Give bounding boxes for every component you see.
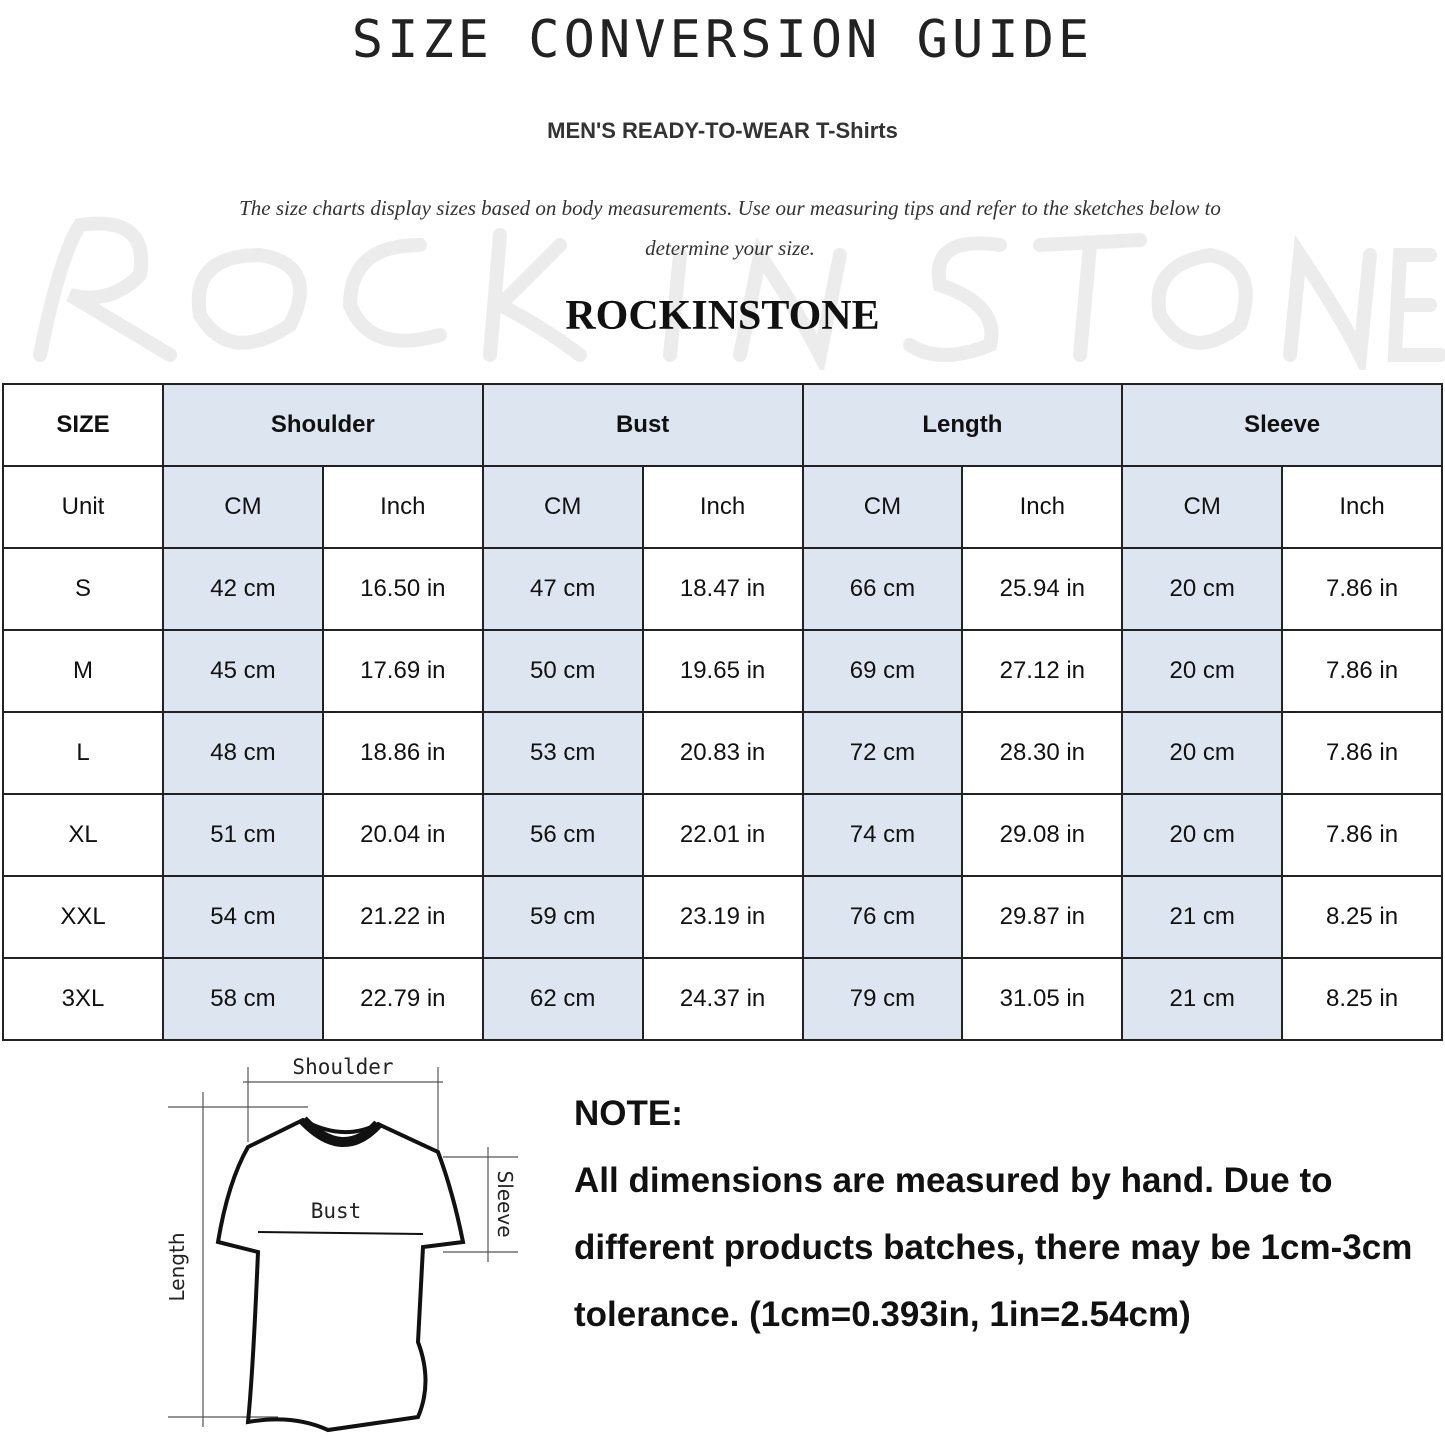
subtitle: MEN'S READY-TO-WEAR T-Shirts bbox=[547, 118, 898, 143]
value-cell: 8.25 in bbox=[1281, 957, 1443, 1041]
table-row: XXL 54 cm 21.22 in 59 cm 23.19 in 76 cm 29.87 … bbox=[2, 875, 1443, 959]
group-header-bust: Bust bbox=[481, 383, 804, 467]
size-cell: XXL bbox=[2, 875, 164, 959]
unit-header: Inch bbox=[641, 465, 804, 549]
value-cell: 8.25 in bbox=[1281, 875, 1443, 959]
diagram-label-length: Length bbox=[165, 1233, 189, 1302]
size-cell: XL bbox=[2, 793, 164, 877]
size-cell: 3XL bbox=[2, 957, 164, 1041]
value-cell: 7.86 in bbox=[1281, 629, 1443, 713]
unit-row: Unit CM Inch CM Inch CM Inch CM Inch bbox=[2, 465, 1443, 549]
page-title: SIZE CONVERSION GUIDE bbox=[351, 10, 1094, 70]
size-table: SIZE Shoulder Bust Length Sleeve Unit CM Inch CM… bbox=[2, 383, 1443, 1041]
diagram-label-shoulder: Shoulder bbox=[292, 1055, 393, 1079]
note-heading: NOTE: bbox=[574, 1094, 683, 1133]
value-cell: 21 cm bbox=[1121, 875, 1284, 959]
unit-header: CM bbox=[481, 465, 644, 549]
group-header-shoulder: Shoulder bbox=[162, 383, 484, 467]
value-cell: 7.86 in bbox=[1281, 793, 1443, 877]
value-cell: 29.08 in bbox=[961, 793, 1124, 877]
size-cell: M bbox=[2, 629, 164, 713]
brand-name: ROCKINSTONE bbox=[565, 293, 880, 339]
value-cell: 22.01 in bbox=[641, 793, 804, 877]
table-row: M 45 cm 17.69 in 50 cm 19.65 in 69 cm 27.12 in… bbox=[2, 629, 1443, 713]
value-cell: 20 cm bbox=[1121, 629, 1284, 713]
diagram-label-sleeve: Sleeve bbox=[493, 1170, 517, 1237]
tshirt-outline bbox=[215, 1116, 466, 1433]
value-cell: 20.83 in bbox=[641, 711, 804, 795]
value-cell: 72 cm bbox=[801, 711, 964, 795]
measure-lines bbox=[168, 1067, 518, 1427]
value-cell: 21 cm bbox=[1121, 957, 1284, 1041]
value-cell: 20.04 in bbox=[321, 793, 484, 877]
value-cell: 20 cm bbox=[1121, 711, 1284, 795]
value-cell: 31.05 in bbox=[961, 957, 1124, 1041]
value-cell: 69 cm bbox=[801, 629, 964, 713]
value-cell: 48 cm bbox=[162, 711, 324, 795]
value-cell: 29.87 in bbox=[961, 875, 1124, 959]
table-row: XL 51 cm 20.04 in 56 cm 22.01 in 74 cm 29.08 i… bbox=[2, 793, 1443, 877]
note: NOTE: All dimensions are measured by han… bbox=[574, 1080, 1434, 1348]
size-cell: S bbox=[2, 547, 164, 631]
unit-header: Inch bbox=[1281, 465, 1443, 549]
value-cell: 23.19 in bbox=[641, 875, 804, 959]
value-cell: 62 cm bbox=[481, 957, 644, 1041]
value-cell: 47 cm bbox=[481, 547, 644, 631]
size-cell: L bbox=[2, 711, 164, 795]
value-cell: 79 cm bbox=[801, 957, 964, 1041]
unit-header: Inch bbox=[321, 465, 484, 549]
group-header-sleeve: Sleeve bbox=[1121, 383, 1443, 467]
unit-label: Unit bbox=[2, 465, 164, 549]
header-row: SIZE Shoulder Bust Length Sleeve bbox=[2, 383, 1443, 467]
value-cell: 54 cm bbox=[162, 875, 324, 959]
value-cell: 45 cm bbox=[162, 629, 324, 713]
value-cell: 50 cm bbox=[481, 629, 644, 713]
unit-header: CM bbox=[162, 465, 324, 549]
table-row: L 48 cm 18.86 in 53 cm 20.83 in 72 cm 28.30 in… bbox=[2, 711, 1443, 795]
value-cell: 56 cm bbox=[481, 793, 644, 877]
tshirt-measurement-diagram: Shoulder Bust Length Sleeve bbox=[165, 1055, 518, 1433]
value-cell: 21.22 in bbox=[321, 875, 484, 959]
value-cell: 66 cm bbox=[801, 547, 964, 631]
value-cell: 19.65 in bbox=[641, 629, 804, 713]
value-cell: 27.12 in bbox=[961, 629, 1124, 713]
table-row: 3XL 58 cm 22.79 in 62 cm 24.37 in 79 cm 31.05 … bbox=[2, 957, 1443, 1041]
value-cell: 24.37 in bbox=[641, 957, 804, 1041]
group-header-length: Length bbox=[801, 383, 1124, 467]
value-cell: 20 cm bbox=[1121, 547, 1284, 631]
value-cell: 22.79 in bbox=[321, 957, 484, 1041]
description: The size charts display sizes based on b… bbox=[239, 196, 1221, 260]
diagram-label-bust: Bust bbox=[311, 1199, 362, 1223]
value-cell: 16.50 in bbox=[321, 547, 484, 631]
value-cell: 7.86 in bbox=[1281, 547, 1443, 631]
unit-header: CM bbox=[1121, 465, 1284, 549]
unit-header: Inch bbox=[961, 465, 1124, 549]
value-cell: 28.30 in bbox=[961, 711, 1124, 795]
watermark-logo bbox=[33, 216, 1445, 370]
value-cell: 59 cm bbox=[481, 875, 644, 959]
value-cell: 25.94 in bbox=[961, 547, 1124, 631]
value-cell: 17.69 in bbox=[321, 629, 484, 713]
value-cell: 53 cm bbox=[481, 711, 644, 795]
size-header: SIZE bbox=[2, 383, 164, 467]
value-cell: 76 cm bbox=[801, 875, 964, 959]
value-cell: 42 cm bbox=[162, 547, 324, 631]
value-cell: 51 cm bbox=[162, 793, 324, 877]
value-cell: 20 cm bbox=[1121, 793, 1284, 877]
value-cell: 74 cm bbox=[801, 793, 964, 877]
value-cell: 18.47 in bbox=[641, 547, 804, 631]
value-cell: 7.86 in bbox=[1281, 711, 1443, 795]
value-cell: 18.86 in bbox=[321, 711, 484, 795]
unit-header: CM bbox=[801, 465, 964, 549]
table-row: S 42 cm 16.50 in 47 cm 18.47 in 66 cm 25.94 in… bbox=[2, 547, 1443, 631]
value-cell: 58 cm bbox=[162, 957, 324, 1041]
note-body: All dimensions are measured by hand. Due… bbox=[574, 1161, 1413, 1334]
